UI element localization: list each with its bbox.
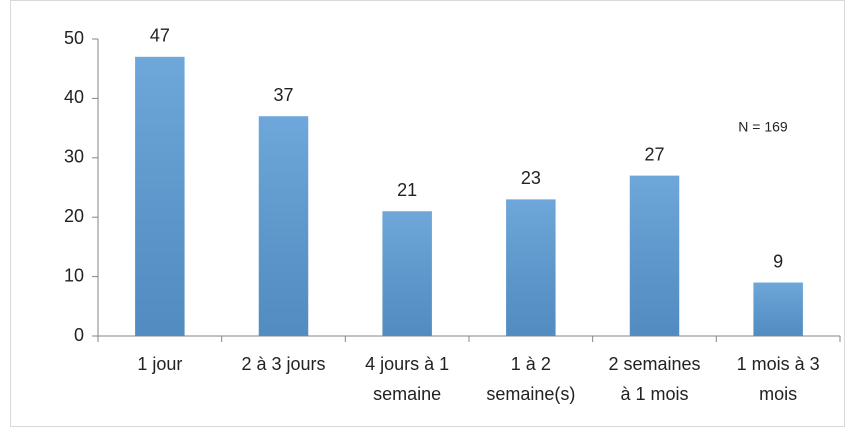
y-tick-label: 20 [64, 206, 84, 226]
bar-shade [753, 282, 803, 336]
data-label: 21 [397, 180, 417, 200]
bar-shade [258, 116, 309, 336]
data-label: 37 [273, 85, 293, 105]
annotation: N = 169 [738, 119, 788, 135]
data-label: 27 [644, 144, 664, 164]
x-tick-label: 1 mois à 3 mois [737, 354, 820, 404]
x-tick-label: 2 semaines à 1 mois [608, 354, 700, 404]
y-tick-label: 30 [64, 147, 84, 167]
bar-shade [629, 175, 680, 336]
y-tick-label: 50 [64, 28, 84, 48]
y-tick-label: 10 [64, 265, 84, 285]
bar-shade [506, 199, 556, 336]
x-tick-label: 1 jour [137, 354, 182, 374]
x-tick-label: 1 à 2 semaine(s) [486, 354, 575, 404]
data-label: 9 [773, 251, 783, 271]
data-label: 23 [521, 168, 541, 188]
y-tick-label: 40 [64, 87, 84, 107]
x-tick-label: 2 à 3 jours [241, 354, 325, 374]
bar-shade [135, 56, 185, 336]
y-tick-label: 0 [74, 325, 84, 345]
data-label: 47 [150, 26, 170, 46]
x-tick-label: 4 jours à 1 semaine [365, 354, 449, 404]
bar-shade [382, 211, 432, 336]
